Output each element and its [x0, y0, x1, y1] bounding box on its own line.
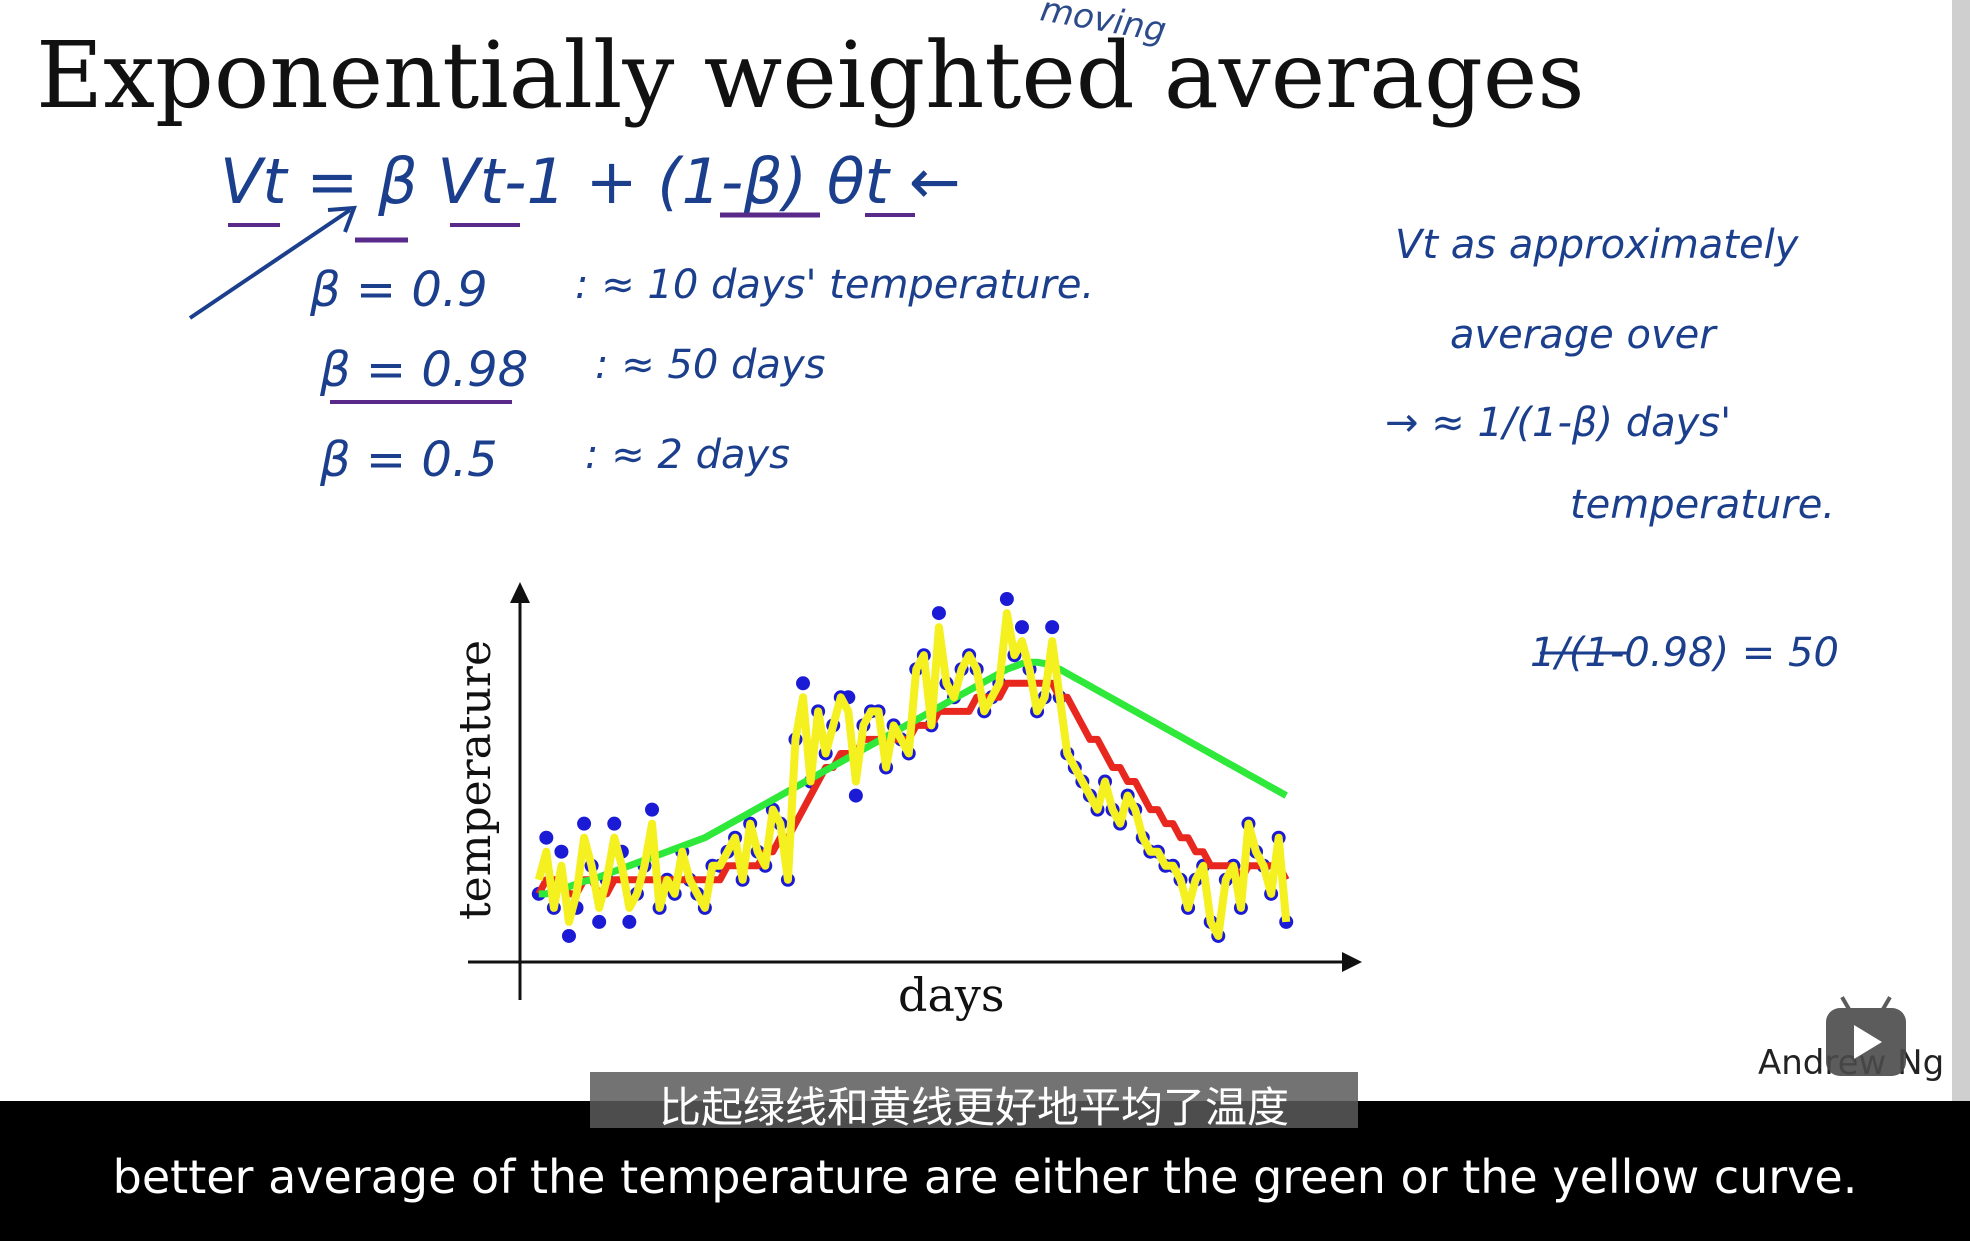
window-edge: [1952, 0, 1970, 1101]
ewa-equation: Vt = β Vt-1 + (1-β) θt ←: [220, 145, 961, 218]
side-note-line1: Vt as approximately: [1395, 222, 1799, 268]
data-point: [539, 830, 554, 845]
video-play-button[interactable]: [1826, 996, 1906, 1076]
beta-row-1-value: β = 0.9: [310, 262, 488, 318]
data-point: [1014, 620, 1029, 635]
subtitle-english: better average of the temperature are ei…: [112, 1150, 1858, 1204]
data-point: [577, 816, 592, 831]
chart-axes: [468, 582, 1362, 1000]
beta-row-1-approx: : ≈ 10 days' temperature.: [575, 262, 1095, 308]
beta-row-2-value: β = 0.98: [320, 342, 529, 398]
slide-title: Exponentially weighted averages: [36, 22, 1585, 129]
data-point: [607, 816, 622, 831]
data-point: [999, 592, 1014, 607]
data-point: [592, 914, 607, 929]
x-axis-label: days: [898, 968, 1005, 1022]
data-point: [645, 802, 660, 817]
beta-row-3-value: β = 0.5: [320, 432, 498, 488]
data-point: [1045, 620, 1060, 635]
play-icon: [1854, 1025, 1882, 1059]
data-point: [561, 928, 576, 943]
subtitle-chinese-background: [590, 1072, 1358, 1128]
data-point: [848, 788, 863, 803]
data-point: [622, 914, 637, 929]
chart-series-layer: [531, 592, 1294, 943]
data-point: [931, 606, 946, 621]
beta-row-3-approx: : ≈ 2 days: [585, 432, 790, 478]
data-point: [796, 676, 811, 691]
side-note-line4: temperature.: [1570, 482, 1836, 528]
beta-row-2-approx: : ≈ 50 days: [595, 342, 826, 388]
series-line-3: [534, 609, 1291, 940]
subtitle-chinese: 比起绿线和黄线更好地平均了温度: [658, 1083, 1289, 1132]
side-note-line2: average over: [1450, 312, 1716, 358]
y-axis-label: temperature: [450, 639, 501, 920]
data-point: [554, 844, 569, 859]
side-note-line3: → ≈ 1/(1-β) days': [1385, 400, 1732, 446]
